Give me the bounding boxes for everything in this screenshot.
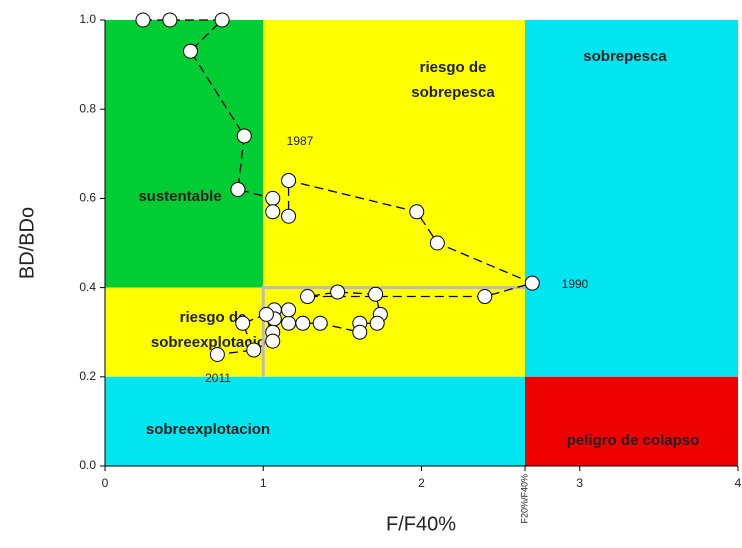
point: [265, 333, 281, 349]
point: [230, 181, 246, 197]
x-tick-label: F20%/F40%: [519, 474, 529, 524]
zone-label: riesgo de: [420, 59, 487, 76]
x-axis-title: F/F40%: [386, 513, 456, 535]
annotation: 1987: [287, 134, 314, 148]
y-tick-label: 0.2: [79, 369, 96, 383]
annotation: 1990: [562, 277, 589, 291]
reference-frame: [261, 286, 525, 377]
point: [409, 204, 425, 220]
point: [246, 342, 262, 358]
point: [330, 284, 346, 300]
zone-label: sobrepesca: [583, 48, 667, 65]
point: [265, 190, 281, 206]
point: [524, 275, 540, 291]
point: [369, 315, 385, 331]
annotation: 2011: [205, 371, 231, 385]
x-tick-label: 0: [102, 476, 109, 490]
y-tick-label: 0.4: [79, 280, 96, 294]
y-tick-label: 0.0: [79, 458, 96, 472]
point: [281, 173, 297, 189]
point: [214, 12, 230, 28]
point: [300, 289, 316, 305]
point: [281, 315, 297, 331]
point: [265, 204, 281, 220]
zone: [263, 20, 525, 288]
point: [312, 315, 328, 331]
zone: [524, 20, 738, 377]
zone-label: riesgo de: [180, 309, 247, 326]
zone-label: sobreexplotacion: [151, 334, 275, 351]
x-tick-label: 4: [735, 476, 742, 490]
zone: [524, 376, 738, 466]
point: [258, 306, 274, 322]
zone-label: sobrepesca: [411, 84, 495, 101]
point: [182, 43, 198, 59]
point: [295, 315, 311, 331]
y-tick-label: 0.8: [79, 101, 96, 115]
x-tick-label: 1: [260, 476, 267, 490]
y-axis-title: BD/BDo: [16, 207, 38, 279]
point: [235, 315, 251, 331]
point: [477, 289, 493, 305]
point: [209, 347, 225, 362]
point: [162, 12, 178, 28]
zone: [105, 287, 525, 377]
zone-label: peligro de colapso: [567, 432, 700, 449]
zone: [105, 20, 264, 288]
point: [281, 302, 297, 318]
x-tick-label: 2: [418, 476, 425, 490]
zone-label: sustentable: [138, 188, 221, 205]
point: [281, 208, 297, 224]
point: [429, 235, 445, 251]
point: [236, 128, 252, 144]
zone-label: sobreexplotacion: [146, 421, 270, 438]
point: [135, 12, 151, 28]
point: [368, 286, 384, 302]
zone: [105, 376, 525, 466]
point: [352, 324, 368, 340]
x-tick-label: 3: [576, 476, 583, 490]
y-tick-label: 1.0: [79, 12, 96, 26]
y-tick-label: 0.6: [79, 191, 96, 205]
